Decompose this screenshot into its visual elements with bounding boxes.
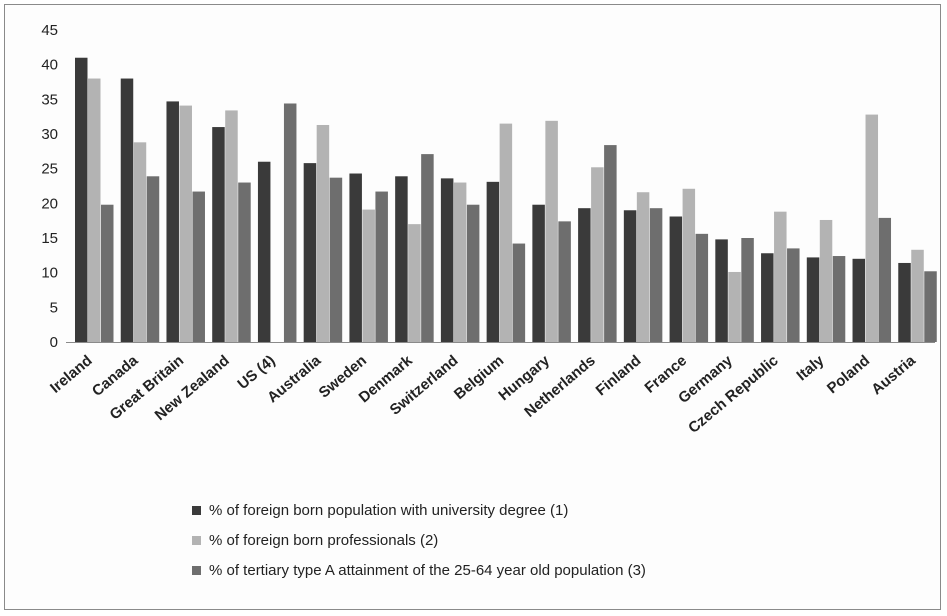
- bar: [787, 248, 800, 342]
- y-tick-label: 45: [41, 22, 58, 39]
- legend-label: % of foreign born population with univer…: [209, 501, 569, 519]
- legend-item-university-degree: % of foreign born population with univer…: [192, 495, 646, 525]
- y-tick-label: 10: [41, 265, 58, 282]
- bar: [329, 177, 343, 342]
- bar: [179, 105, 192, 342]
- bar: [911, 249, 924, 342]
- bar: [395, 176, 408, 342]
- bar: [604, 145, 617, 342]
- bar: [832, 256, 846, 342]
- bar: [303, 163, 317, 342]
- legend-item-tertiary-attainment: % of tertiary type A attainment of the 2…: [192, 555, 646, 585]
- bar: [499, 123, 513, 342]
- y-tick-label: 0: [50, 334, 58, 351]
- bar: [682, 188, 696, 342]
- bar: [898, 262, 911, 342]
- bar: [257, 161, 271, 342]
- bar: [146, 176, 160, 342]
- legend-swatch: [192, 535, 201, 545]
- category-label: Ireland: [47, 352, 96, 397]
- bar: [375, 191, 388, 342]
- bar: [623, 210, 637, 342]
- bar: [283, 103, 297, 342]
- bar: [695, 233, 709, 342]
- bar: [316, 124, 330, 342]
- y-axis: 0 5 10 15 20 25 30 35 40 45: [41, 22, 58, 351]
- bar: [924, 271, 937, 342]
- y-tick-label: 5: [50, 299, 58, 316]
- bar: [120, 78, 134, 343]
- bar: [545, 120, 558, 343]
- legend-label: % of foreign born professionals (2): [209, 531, 439, 549]
- bar: [774, 211, 787, 342]
- legend-item-professionals: % of foreign born professionals (2): [192, 525, 646, 555]
- y-tick-label: 25: [41, 161, 58, 178]
- category-label: Poland: [824, 352, 873, 397]
- legend-label: % of tertiary type A attainment of the 2…: [209, 561, 646, 579]
- bar: [761, 253, 774, 342]
- bar: [532, 204, 545, 342]
- bar: [212, 127, 225, 342]
- y-tick-label: 40: [41, 57, 58, 74]
- bar: [466, 204, 480, 342]
- bar: [133, 142, 147, 342]
- bar: [421, 154, 434, 342]
- bar: [486, 181, 500, 342]
- bar: [408, 224, 421, 342]
- category-label: Austria: [868, 352, 919, 399]
- bar: [715, 239, 728, 342]
- bar: [669, 216, 683, 342]
- bar: [852, 258, 866, 342]
- bar: [225, 110, 238, 342]
- bar: [440, 178, 454, 342]
- bar: [88, 78, 101, 343]
- legend: % of foreign born population with univer…: [192, 495, 646, 585]
- bar: [75, 57, 88, 342]
- bar: [558, 221, 571, 342]
- bar: [512, 243, 526, 342]
- bar: [238, 182, 251, 342]
- bar: [806, 257, 820, 342]
- y-tick-label: 30: [41, 126, 58, 143]
- bar: [362, 209, 375, 342]
- bar: [578, 208, 591, 342]
- bar: [819, 219, 833, 342]
- bar: [649, 208, 663, 342]
- bar: [741, 238, 754, 342]
- bar: [101, 204, 114, 342]
- bar: [349, 173, 362, 342]
- category-label: Italy: [793, 352, 827, 385]
- bar: [591, 167, 604, 342]
- bar: [728, 271, 741, 342]
- bar: [166, 101, 179, 342]
- legend-swatch: [192, 505, 201, 515]
- bar: [192, 191, 205, 342]
- bars: [75, 57, 937, 343]
- y-tick-label: 20: [41, 195, 58, 212]
- category-label: Finland: [593, 352, 645, 399]
- y-tick-label: 15: [41, 230, 58, 247]
- legend-swatch: [192, 565, 201, 575]
- y-tick-label: 35: [41, 91, 58, 108]
- bar: [453, 182, 467, 342]
- bar: [878, 217, 892, 342]
- bar: [865, 114, 879, 342]
- bar: [636, 192, 650, 342]
